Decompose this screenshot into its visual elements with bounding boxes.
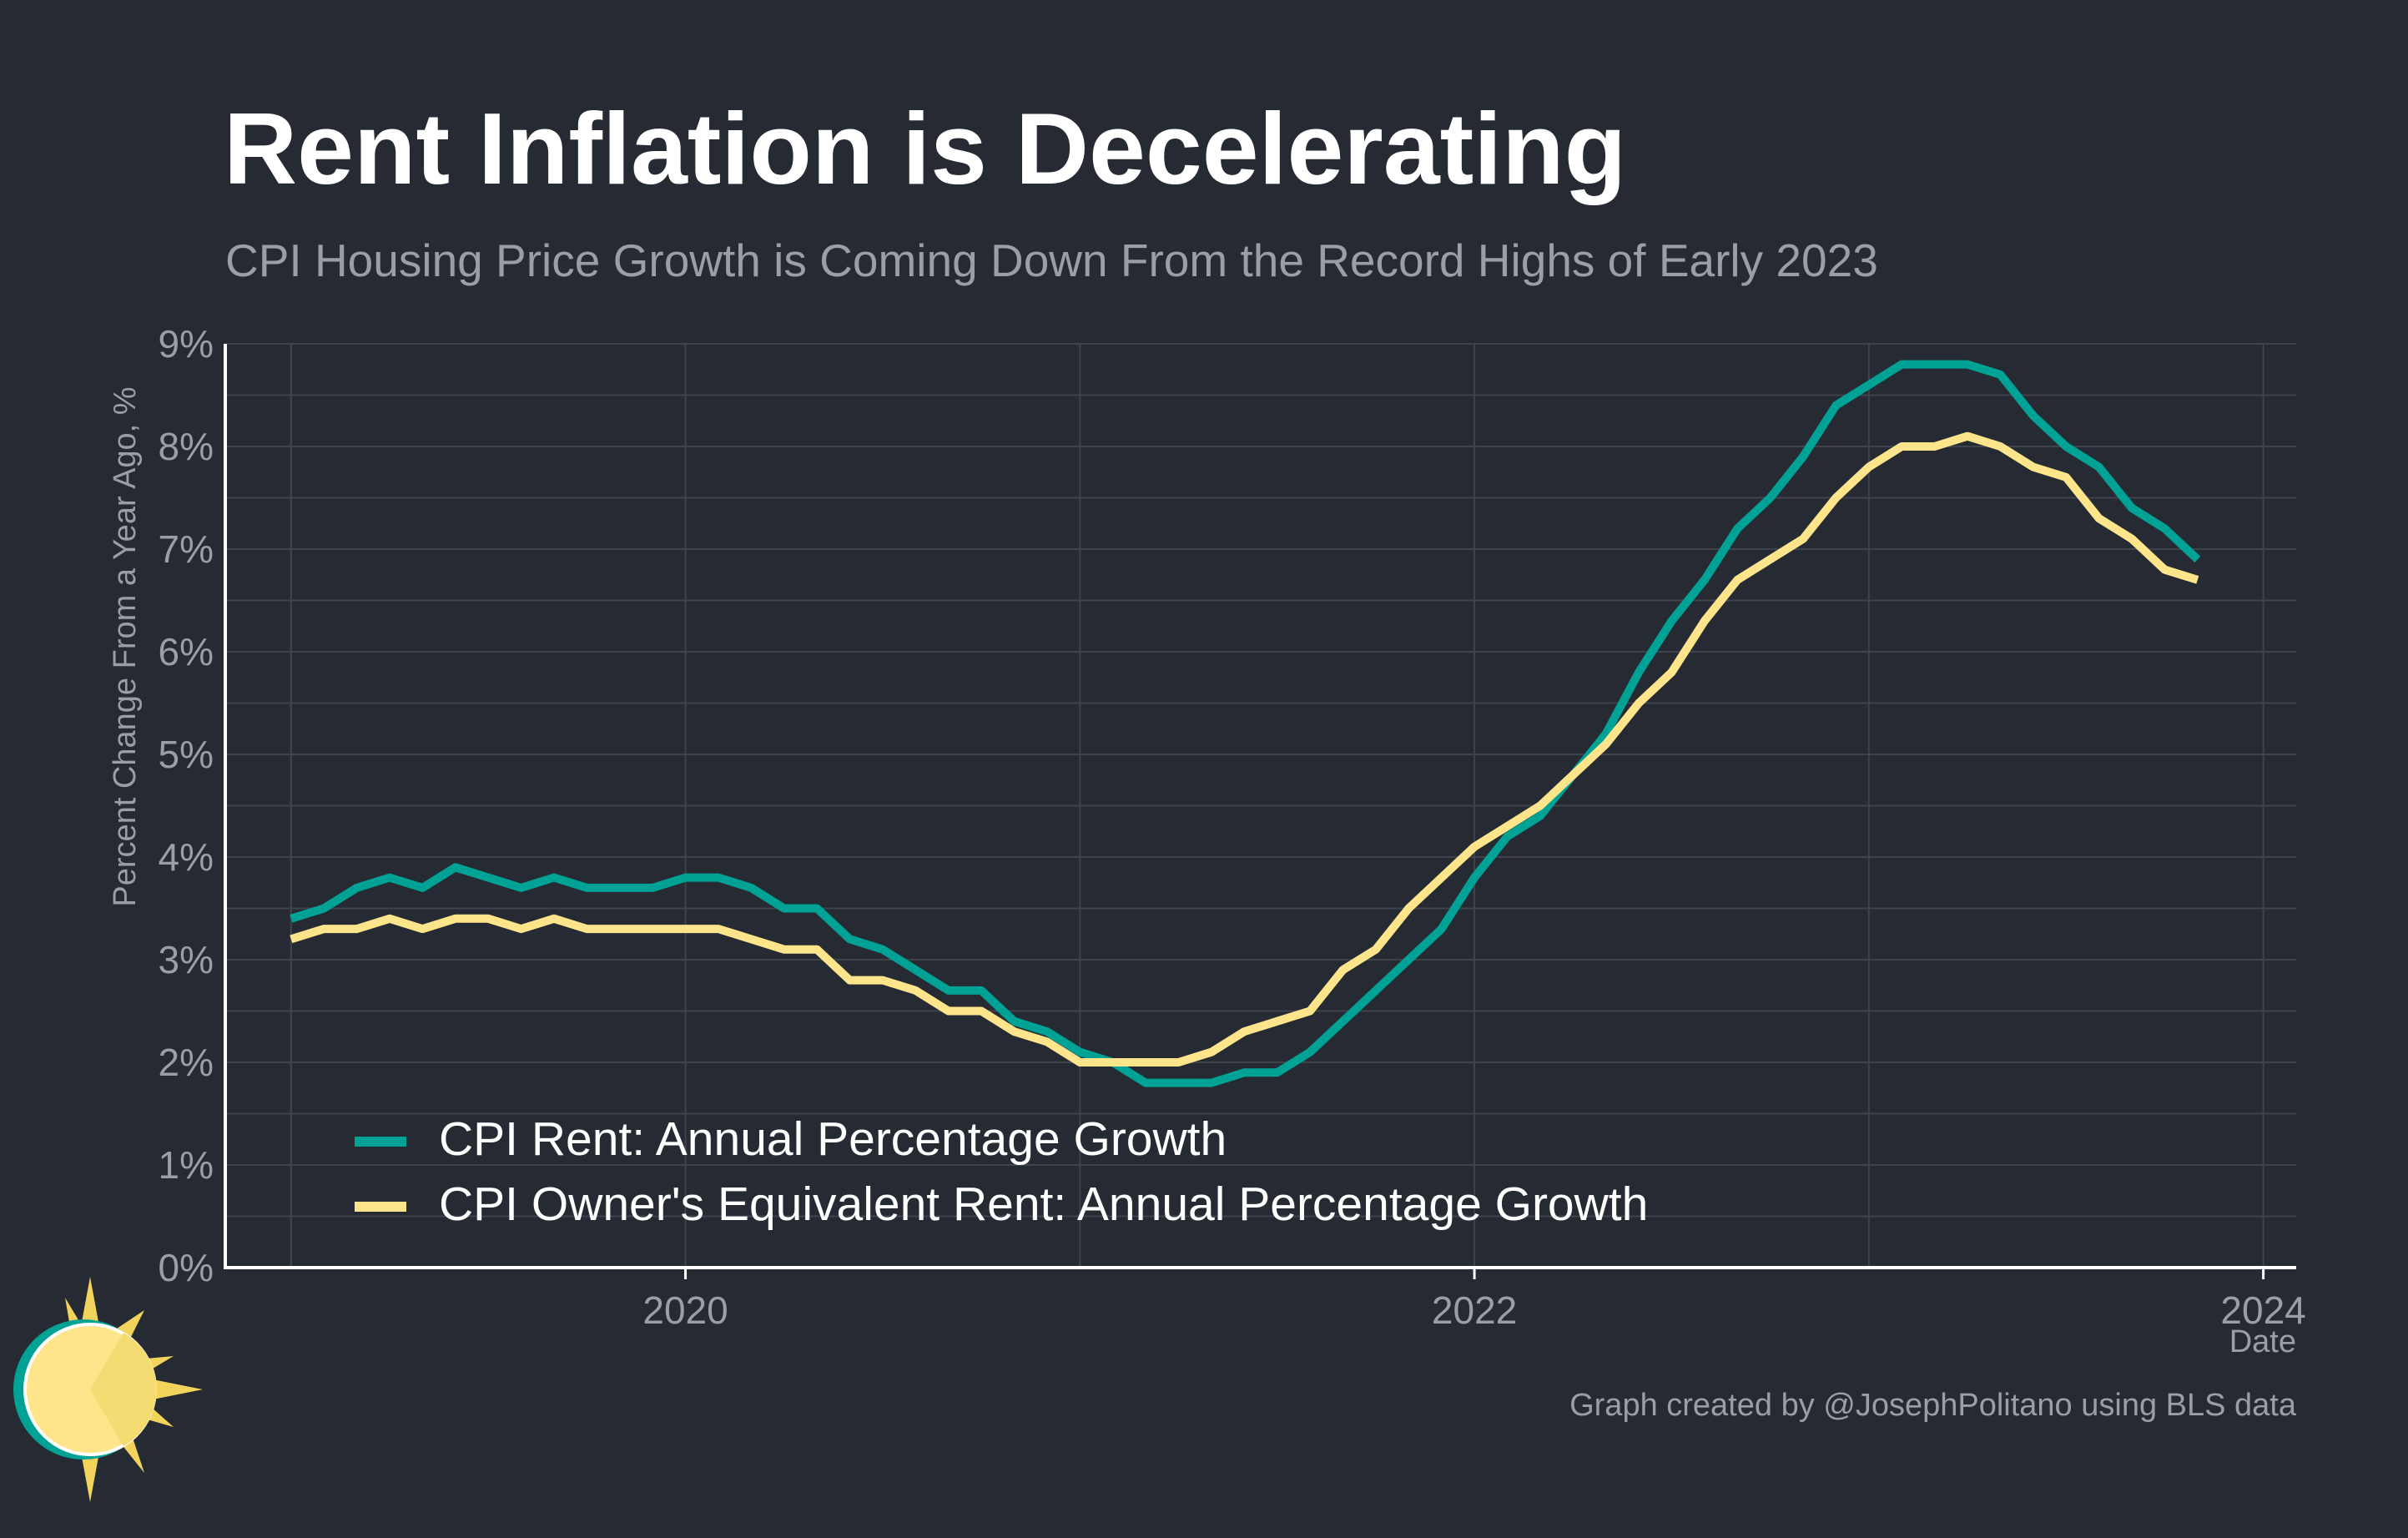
y-tick-label: 8% <box>159 425 214 468</box>
y-tick-label: 6% <box>159 630 214 673</box>
y-tick-label: 5% <box>159 733 214 776</box>
y-tick-label: 9% <box>159 322 214 366</box>
legend-label-cpi-oer: CPI Owner's Equivalent Rent: Annual Perc… <box>439 1177 1648 1231</box>
tick-labels: 0% 1% 2% 3% 4% 5% 6% 7% 8% 9% 2020 2022 2024 <box>159 322 2306 1332</box>
y-tick-label: 0% <box>159 1246 214 1289</box>
x-tick-label: 2020 <box>642 1288 728 1332</box>
series-line-cpi-oer <box>290 431 2199 1067</box>
series-line-cpi-rent <box>290 360 2201 1087</box>
legend-label-cpi-rent: CPI Rent: Annual Percentage Growth <box>439 1112 1227 1166</box>
x-axis-label: Date <box>2229 1324 2296 1359</box>
grid-lines <box>225 343 2296 1268</box>
series-lines <box>290 360 2201 1087</box>
legend: CPI Rent: Annual Percentage Growth CPI Ow… <box>355 1112 1648 1231</box>
sun-icon <box>13 1277 203 1502</box>
y-tick-label: 1% <box>159 1143 214 1187</box>
chart-subtitle: CPI Housing Price Growth is Coming Down … <box>225 234 1878 286</box>
x-tick-label: 2022 <box>1432 1288 1517 1332</box>
axes <box>224 344 2296 1279</box>
y-tick-label: 4% <box>159 835 214 879</box>
y-tick-label: 3% <box>159 938 214 981</box>
source-caption: Graph created by @JosephPolitano using B… <box>1569 1388 2296 1423</box>
chart-title: Rent Inflation is Decelerating <box>224 92 1627 205</box>
y-tick-label: 2% <box>159 1041 214 1084</box>
y-tick-label: 7% <box>159 527 214 571</box>
y-axis-label: Percent Change From a Year Ago, % <box>108 386 143 906</box>
x-tick-label: 2024 <box>2220 1288 2305 1332</box>
